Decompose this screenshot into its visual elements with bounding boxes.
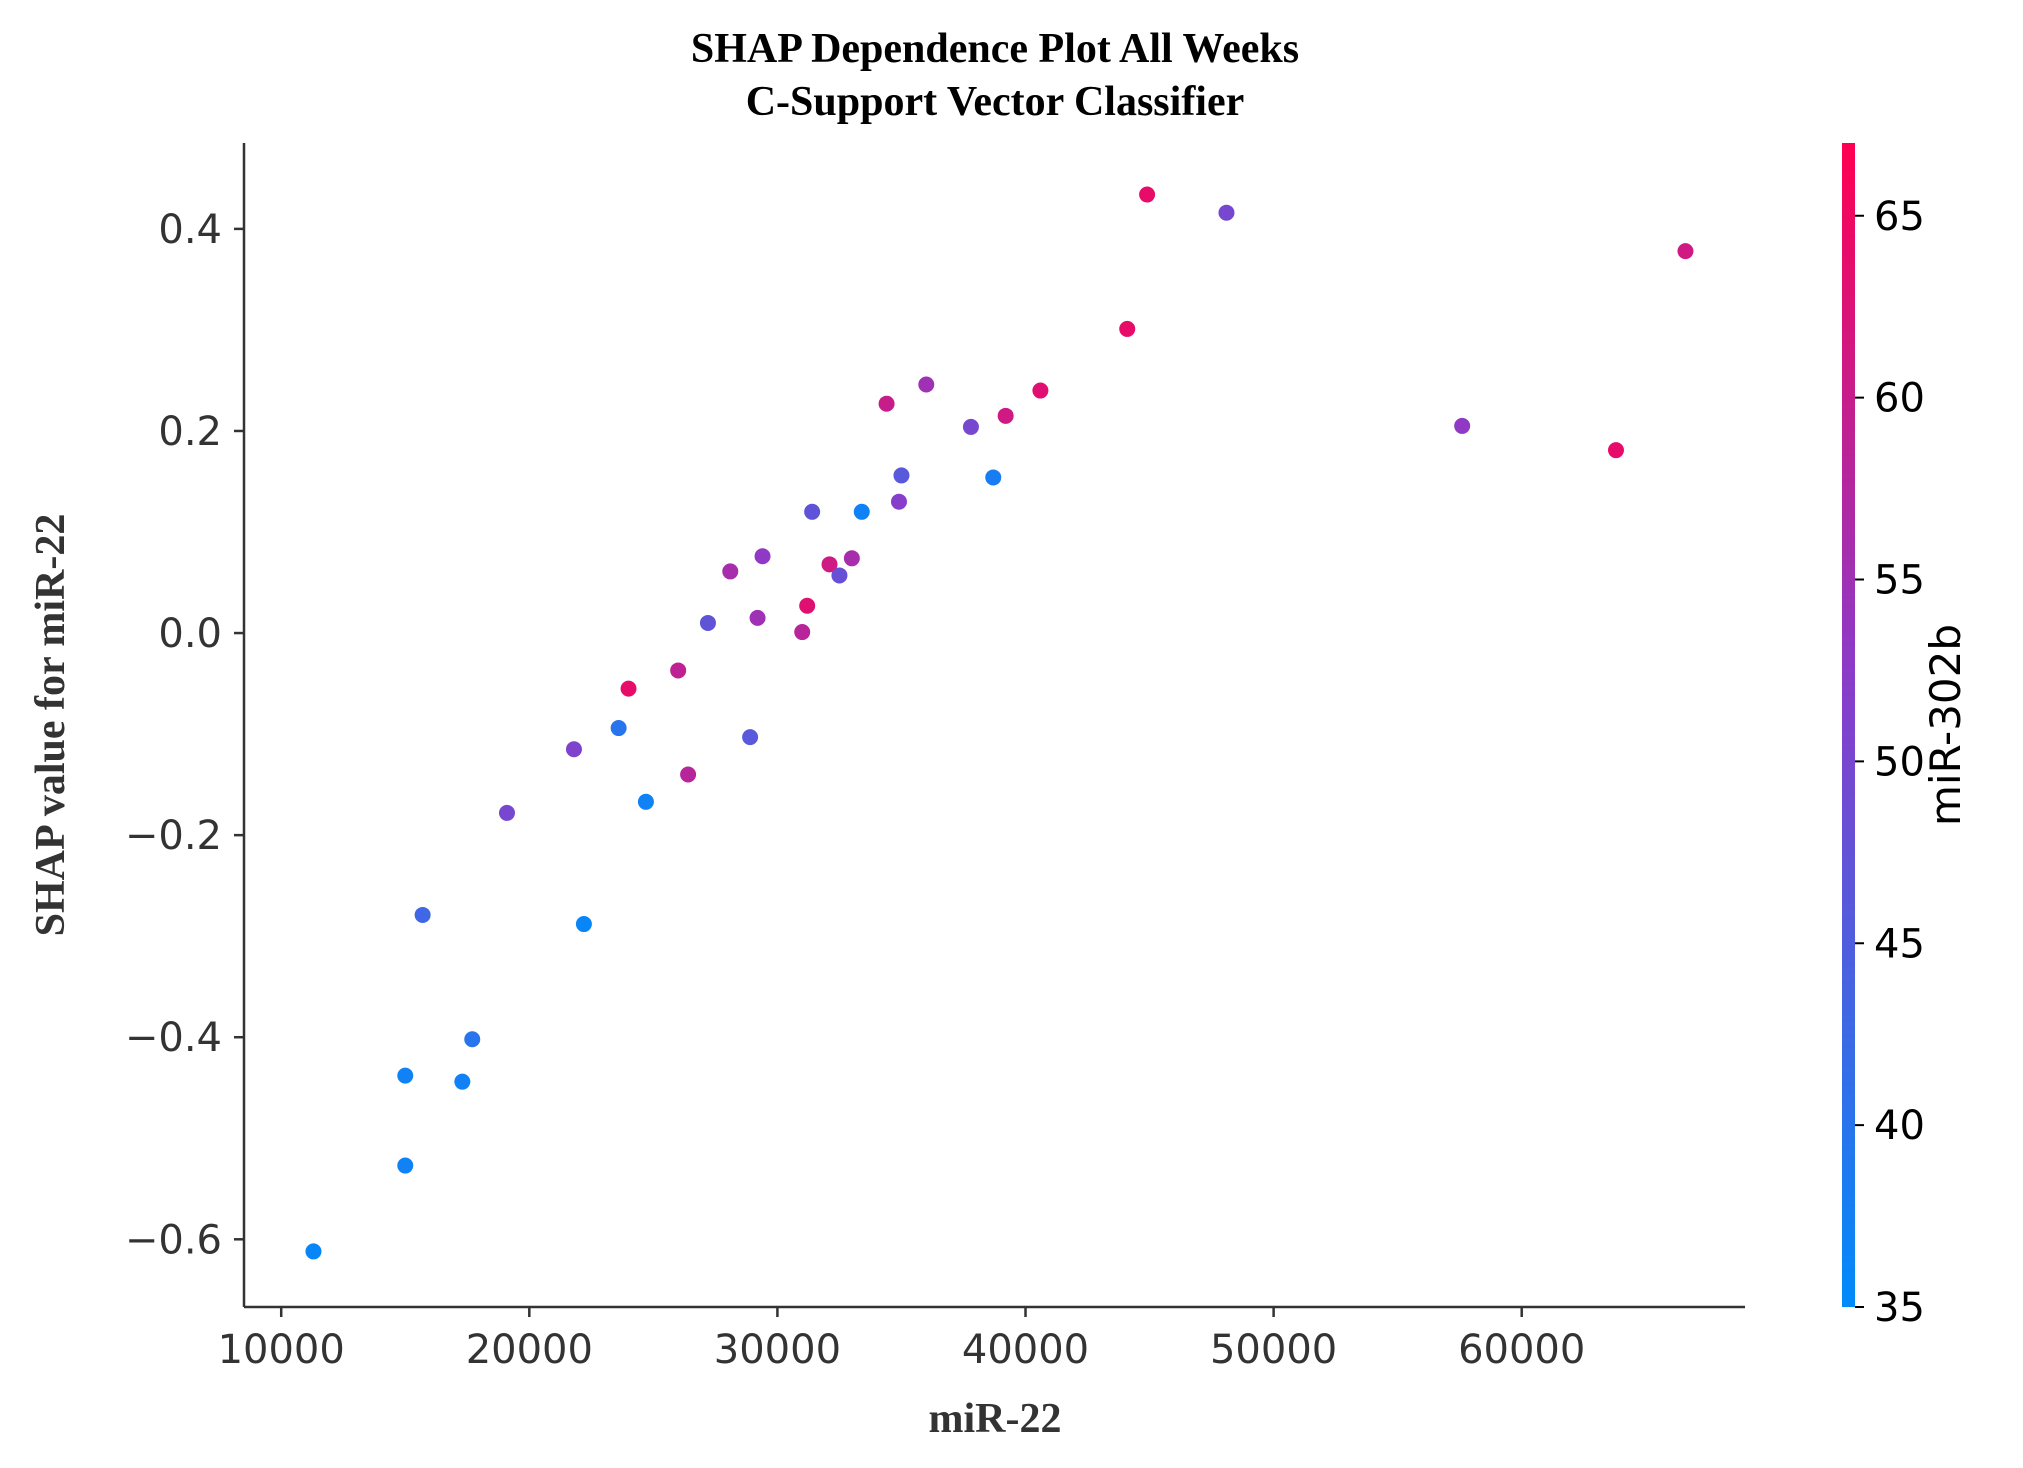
scatter-point bbox=[1677, 243, 1694, 260]
scatter-point bbox=[918, 376, 935, 393]
scatter-point bbox=[1607, 442, 1624, 459]
scatter-point bbox=[799, 597, 816, 614]
scatter-point bbox=[1218, 204, 1235, 221]
scatter-point bbox=[742, 729, 759, 746]
scatter-point bbox=[722, 563, 739, 580]
scatter-point bbox=[699, 614, 716, 631]
scatter-point bbox=[680, 766, 697, 783]
scatter-point bbox=[397, 1067, 414, 1084]
scatter-point bbox=[843, 550, 860, 567]
x-ticks: 10000 20000 30000 40000 50000 60000 bbox=[218, 1307, 1585, 1373]
chart-title: SHAP Dependence Plot All Weeks bbox=[691, 26, 1299, 72]
scatter-point bbox=[1139, 186, 1156, 203]
y-tick-label: 0.2 bbox=[158, 409, 222, 455]
x-tick-label: 40000 bbox=[962, 1327, 1089, 1373]
scatter-point bbox=[749, 609, 766, 626]
scatter-point bbox=[464, 1031, 481, 1048]
plot-axes bbox=[242, 143, 1745, 1309]
y-tick-label: 0.4 bbox=[158, 207, 222, 253]
scatter-point bbox=[754, 548, 771, 565]
y-tick-label: −0.2 bbox=[125, 813, 222, 859]
scatter-point bbox=[1032, 382, 1049, 399]
y-axis-label: SHAP value for miR-22 bbox=[28, 514, 74, 937]
colorbar-label: miR-302b bbox=[1921, 624, 1970, 826]
colorbar-tick-label: 50 bbox=[1874, 739, 1925, 785]
colorbar-tick-label: 45 bbox=[1874, 921, 1925, 967]
colorbar-tick-label: 65 bbox=[1874, 194, 1925, 240]
scatter-point bbox=[985, 469, 1002, 486]
scatter-point bbox=[893, 467, 910, 484]
chart-subtitle: C-Support Vector Classifier bbox=[746, 79, 1245, 125]
scatter-point bbox=[962, 418, 979, 435]
scatter-point bbox=[794, 624, 811, 641]
scatter-point bbox=[670, 662, 687, 679]
scatter-point bbox=[821, 556, 838, 573]
colorbar: 35 40 45 50 55 60 65 miR-302b bbox=[1842, 143, 1970, 1331]
scatter-point bbox=[565, 741, 582, 758]
x-tick-label: 60000 bbox=[1458, 1327, 1585, 1373]
scatter-point bbox=[575, 916, 592, 933]
scatter-point bbox=[831, 567, 848, 584]
x-axis-label: miR-22 bbox=[929, 1396, 1062, 1442]
scatter-point bbox=[620, 680, 637, 697]
x-tick-label: 20000 bbox=[466, 1327, 593, 1373]
scatter-point bbox=[890, 493, 907, 510]
scatter-point bbox=[853, 503, 870, 520]
scatter-point bbox=[637, 793, 654, 810]
colorbar-tick-label: 60 bbox=[1874, 376, 1925, 422]
scatter-point bbox=[997, 407, 1014, 424]
scatter-point bbox=[878, 395, 895, 412]
y-tick-label: −0.6 bbox=[125, 1217, 222, 1263]
scatter-point bbox=[1119, 320, 1136, 337]
x-tick-label: 10000 bbox=[218, 1327, 345, 1373]
x-tick-label: 30000 bbox=[714, 1327, 841, 1373]
scatter-point bbox=[414, 906, 431, 923]
scatter-point bbox=[305, 1243, 322, 1260]
scatter-point bbox=[397, 1157, 414, 1174]
scatter-points bbox=[305, 186, 1694, 1260]
colorbar-gradient bbox=[1842, 143, 1855, 1307]
colorbar-tick-label: 55 bbox=[1874, 558, 1925, 604]
scatter-point bbox=[454, 1073, 471, 1090]
scatter-point bbox=[804, 503, 821, 520]
y-tick-label: −0.4 bbox=[125, 1015, 222, 1061]
y-ticks: 0.4 0.2 0.0 −0.2 −0.4 −0.6 bbox=[125, 207, 244, 1263]
colorbar-ticks: 35 40 45 50 55 60 65 bbox=[1855, 194, 1925, 1331]
scatter-point bbox=[1454, 417, 1471, 434]
colorbar-tick-label: 35 bbox=[1874, 1285, 1925, 1331]
scatter-point bbox=[498, 804, 515, 821]
scatter-point bbox=[610, 720, 627, 737]
y-tick-label: 0.0 bbox=[158, 611, 222, 657]
x-tick-label: 50000 bbox=[1210, 1327, 1337, 1373]
colorbar-tick-label: 40 bbox=[1874, 1103, 1925, 1149]
